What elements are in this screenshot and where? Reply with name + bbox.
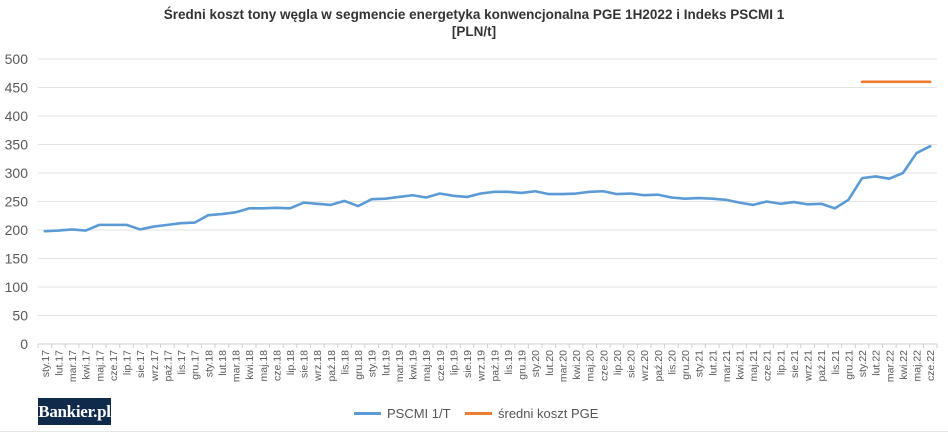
x-tick-label: lip.19	[448, 350, 460, 375]
x-tick-label: lis.17	[176, 350, 188, 375]
x-tick-label: lip.21	[775, 350, 787, 375]
x-tick-label: kwi.19	[408, 350, 420, 380]
x-tick-label: wrz.21	[803, 350, 815, 382]
x-tick-label: paź.17	[162, 350, 174, 382]
legend-label-pscmi: PSCMI 1/T	[387, 405, 451, 421]
y-tick-label: 200	[5, 222, 29, 238]
x-tick-label: sie.21	[789, 350, 801, 378]
legend-label-pge: średni koszt PGE	[498, 405, 599, 421]
x-tick-label: paź.19	[489, 350, 501, 382]
x-tick-label: kwi.21	[734, 350, 746, 380]
x-tick-label: sty.21	[694, 350, 706, 377]
x-tick-label: maj.20	[585, 350, 597, 382]
x-tick-label: paź.18	[326, 350, 338, 382]
x-tick-label: mar.19	[394, 350, 406, 382]
y-tick-label: 400	[5, 108, 29, 124]
x-tick-label: lip.20	[612, 350, 624, 375]
x-tick-label: lut.21	[707, 350, 719, 376]
y-tick-label: 350	[5, 137, 29, 153]
y-tick-label: 100	[5, 279, 29, 295]
x-tick-label: lis.18	[339, 350, 351, 375]
legend-item-pscmi: PSCMI 1/T	[354, 404, 451, 422]
y-tick-label: 300	[5, 165, 29, 181]
x-tick-label: maj.19	[421, 350, 433, 382]
x-tick-label: sie.17	[135, 350, 147, 378]
x-tick-label: paź.21	[816, 350, 828, 382]
x-tick-label: sty.20	[530, 350, 542, 377]
x-tick-label: maj.21	[748, 350, 760, 382]
footer-divider	[0, 431, 948, 432]
series-line-pscmi	[43, 144, 932, 233]
x-tick-label: lis.20	[666, 350, 678, 375]
x-tick-label: mar.22	[884, 350, 896, 382]
gridlines	[38, 58, 937, 345]
x-tick-label: sie.20	[626, 350, 638, 378]
x-tick-label: lut.18	[217, 350, 229, 376]
x-tick-label: cze.19	[435, 350, 447, 381]
legend-item-pge: średni koszt PGE	[465, 404, 598, 422]
x-tick-label: lut.17	[53, 350, 65, 376]
x-tick-label: maj.17	[94, 350, 106, 382]
x-tick-label: gru.18	[353, 350, 365, 380]
legend-swatch-pscmi	[354, 411, 381, 415]
x-tick-label: maj.22	[912, 350, 924, 382]
x-tick-label: cze.18	[271, 350, 283, 381]
x-tick-label: sty.19	[367, 350, 379, 377]
x-tick-label: wrz.18	[312, 350, 324, 382]
x-tick-label: gru.17	[190, 350, 202, 380]
x-tick-label: kwi.18	[244, 350, 256, 380]
x-tick-label: lip.18	[285, 350, 297, 375]
x-tick-label: gru.19	[517, 350, 529, 380]
chart-title-line-1: Średni koszt tony węgla w segmencie ener…	[163, 7, 785, 22]
x-tick-label: lis.19	[503, 350, 515, 375]
x-tick-label: kwi.17	[81, 350, 93, 380]
series	[43, 80, 932, 233]
x-tick-label: gru.20	[680, 350, 692, 380]
x-tick-label: sty.18	[203, 350, 215, 377]
y-tick-label: 250	[5, 194, 29, 210]
x-tick-label: lut.22	[871, 350, 883, 376]
x-tick-label: cze.21	[762, 350, 774, 381]
x-tick-label: wrz.20	[639, 350, 651, 382]
x-tick-label: mar.17	[67, 350, 79, 382]
x-tick-label: gru.21	[843, 350, 855, 380]
y-tick-label: 0	[20, 336, 28, 352]
x-tick-label: sty.22	[857, 350, 869, 377]
y-tick-label: 50	[12, 308, 28, 324]
x-tick-label: lip.17	[122, 350, 134, 375]
x-axis: sty.17 lut.17 mar.17 kwi.17 maj.17 cze.17 lip.…	[37, 344, 938, 382]
y-tick-label: 500	[5, 51, 29, 67]
x-tick-label: kwi.20	[571, 350, 583, 380]
x-tick-label: wrz.19	[476, 350, 488, 382]
x-tick-label: lut.20	[544, 350, 556, 376]
x-tick-label: mar.18	[231, 350, 243, 382]
x-tick-label: cze.17	[108, 350, 120, 381]
y-tick-label: 450	[5, 80, 29, 96]
bankier-logo: Bankier.pl	[38, 398, 111, 425]
y-axis: 0 50 100 150 200 250 300 350 400 450 500	[5, 51, 29, 352]
x-tick-label: lut.19	[380, 350, 392, 376]
x-tick-label: lis.21	[830, 350, 842, 375]
legend: PSCMI 1/T średni koszt PGE	[0, 404, 948, 422]
x-tick-label: maj.18	[258, 350, 270, 382]
x-tick-label: mar.21	[721, 350, 733, 382]
x-tick-label: cze.22	[925, 350, 937, 381]
legend-swatch-pge	[465, 411, 492, 415]
x-tick-label: mar.20	[557, 350, 569, 382]
x-tick-label: sie.19	[462, 350, 474, 378]
x-tick-label: wrz.17	[149, 350, 161, 382]
chart-title: Średni koszt tony węgla w segmencie ener…	[0, 6, 948, 40]
x-tick-label: cze.20	[598, 350, 610, 381]
x-tick-label: sty.17	[40, 350, 52, 377]
y-tick-label: 150	[5, 251, 29, 267]
chart-title-line-2: [PLN/t]	[451, 24, 497, 39]
x-tick-label: sie.18	[299, 350, 311, 378]
x-tick-label: paź.20	[653, 350, 665, 382]
x-tick-label: kwi.22	[898, 350, 910, 380]
